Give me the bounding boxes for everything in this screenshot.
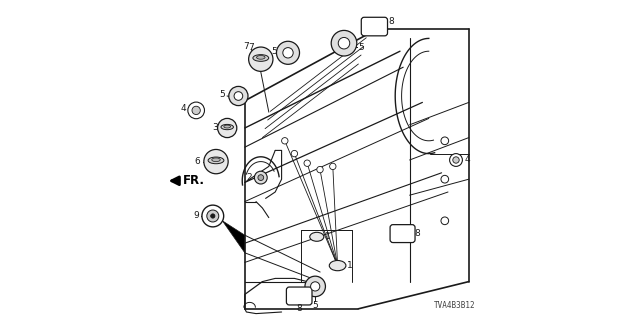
Circle shape xyxy=(317,166,323,173)
Circle shape xyxy=(207,210,219,222)
Circle shape xyxy=(249,47,273,71)
Text: 4: 4 xyxy=(181,104,186,113)
Text: 2: 2 xyxy=(246,173,252,182)
Circle shape xyxy=(310,282,320,291)
Polygon shape xyxy=(223,221,245,253)
Ellipse shape xyxy=(221,124,234,130)
Circle shape xyxy=(304,160,310,166)
Circle shape xyxy=(332,30,357,56)
Ellipse shape xyxy=(224,125,230,128)
Text: 8: 8 xyxy=(389,17,394,26)
Text: FR.: FR. xyxy=(183,174,205,187)
Text: 7: 7 xyxy=(248,43,254,52)
Circle shape xyxy=(234,92,243,100)
FancyBboxPatch shape xyxy=(361,17,388,36)
Circle shape xyxy=(276,41,300,64)
Circle shape xyxy=(450,154,463,166)
Text: 5: 5 xyxy=(220,90,225,99)
Text: 8: 8 xyxy=(296,304,302,313)
Circle shape xyxy=(211,214,215,218)
Circle shape xyxy=(258,175,264,180)
Circle shape xyxy=(229,86,248,106)
Circle shape xyxy=(441,217,449,225)
Text: 6: 6 xyxy=(195,157,200,166)
Text: TVA4B3B12: TVA4B3B12 xyxy=(433,301,475,310)
Text: 4: 4 xyxy=(465,156,470,164)
Circle shape xyxy=(283,48,293,58)
Circle shape xyxy=(305,276,326,297)
Circle shape xyxy=(188,102,205,119)
Circle shape xyxy=(218,118,237,138)
Text: 5: 5 xyxy=(272,47,277,56)
Circle shape xyxy=(282,138,288,144)
Circle shape xyxy=(441,175,449,183)
Ellipse shape xyxy=(257,56,265,59)
FancyBboxPatch shape xyxy=(287,287,312,305)
Circle shape xyxy=(192,106,200,115)
Text: 9: 9 xyxy=(193,212,198,220)
Circle shape xyxy=(202,205,224,227)
Text: 1: 1 xyxy=(325,232,330,241)
FancyBboxPatch shape xyxy=(390,225,415,243)
Text: 5: 5 xyxy=(359,43,364,52)
Ellipse shape xyxy=(253,55,269,61)
Text: 5: 5 xyxy=(312,301,318,310)
Text: 3: 3 xyxy=(212,124,218,132)
Circle shape xyxy=(204,149,228,174)
Ellipse shape xyxy=(310,232,324,241)
Circle shape xyxy=(330,163,336,170)
Circle shape xyxy=(339,37,349,49)
Text: 7: 7 xyxy=(244,42,249,51)
Text: 1: 1 xyxy=(347,261,353,270)
Ellipse shape xyxy=(208,157,224,164)
Circle shape xyxy=(453,157,460,163)
Ellipse shape xyxy=(212,158,220,162)
Ellipse shape xyxy=(330,260,346,271)
Circle shape xyxy=(441,137,449,145)
Text: 8: 8 xyxy=(415,229,420,238)
Circle shape xyxy=(255,171,268,184)
Circle shape xyxy=(291,150,298,157)
